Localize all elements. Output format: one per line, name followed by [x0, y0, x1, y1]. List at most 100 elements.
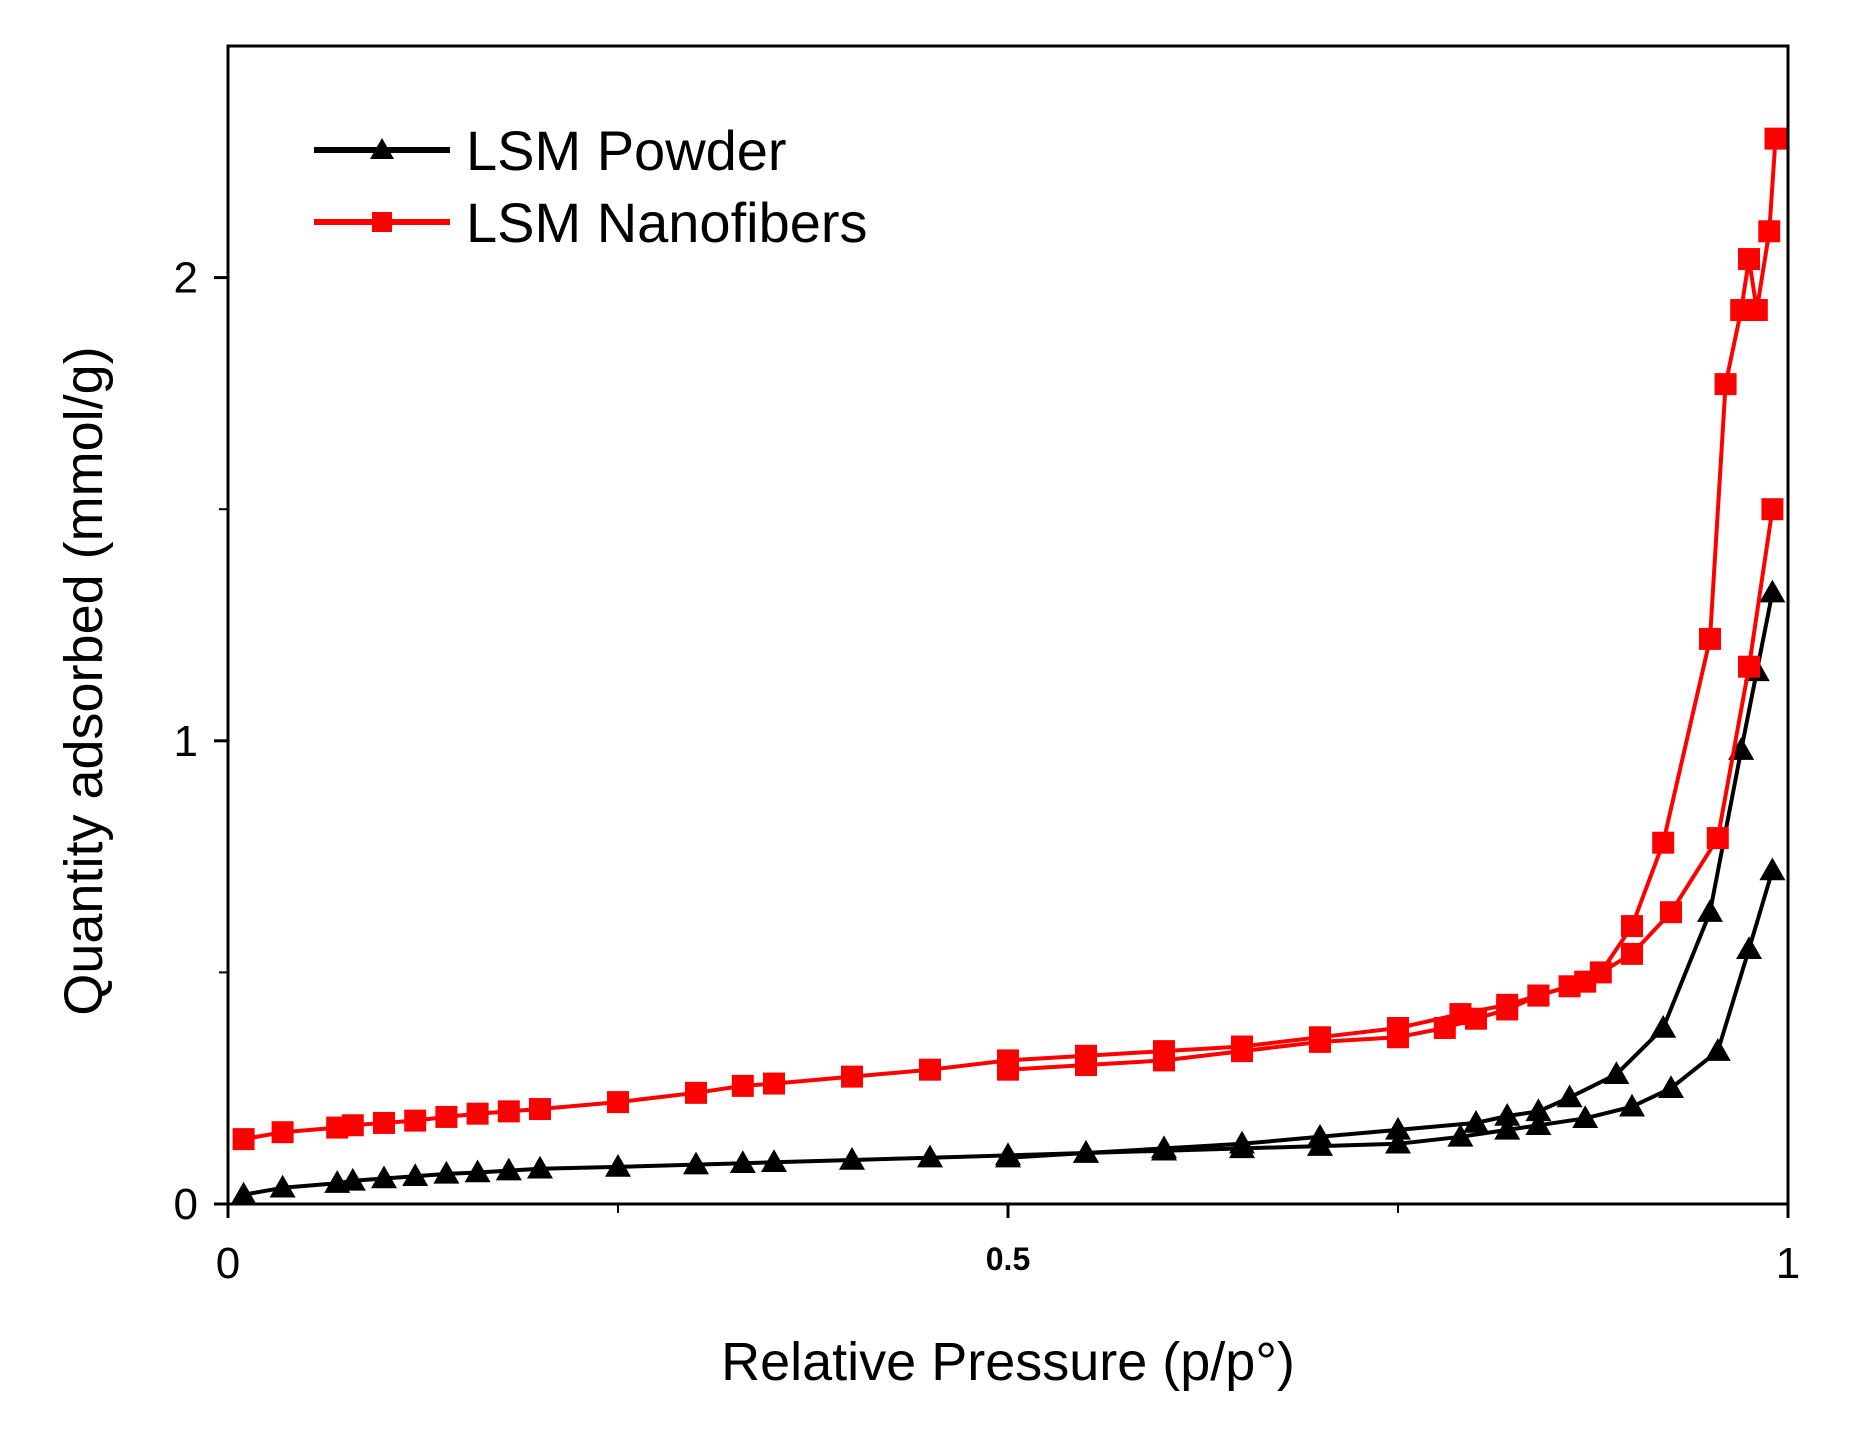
data-point-lsm-powder-adsorption	[1447, 1123, 1474, 1147]
legend-marker-lsm-nanofibers	[372, 212, 392, 232]
data-point-lsm-powder-desorption	[1229, 1130, 1255, 1154]
data-point-lsm-powder-adsorption	[729, 1150, 756, 1173]
data-point-lsm-powder-desorption	[1494, 1102, 1521, 1126]
data-point-lsm-nanofibers-adsorption	[271, 1121, 294, 1144]
data-point-lsm-nanofibers-desorption	[1714, 373, 1737, 396]
data-point-lsm-nanofibers-adsorption	[341, 1114, 364, 1137]
data-point-lsm-nanofibers-desorption	[1730, 299, 1753, 322]
y-tick-label: 1	[174, 717, 198, 766]
x-tick-label: 1	[1776, 1239, 1800, 1288]
data-point-lsm-powder-desorption	[1603, 1061, 1630, 1085]
data-point-lsm-nanofibers-adsorption	[404, 1109, 427, 1132]
data-point-lsm-powder-adsorption	[1759, 857, 1786, 881]
data-point-lsm-powder-adsorption	[1736, 936, 1762, 959]
data-point-lsm-powder-adsorption	[1525, 1112, 1552, 1136]
data-point-lsm-nanofibers-adsorption	[763, 1072, 785, 1095]
legend-item-lsm-powder: LSM Powder	[314, 119, 787, 182]
data-point-lsm-nanofibers-adsorption	[919, 1058, 941, 1081]
x-axis-ticks: 0 0.5 1	[216, 1204, 1800, 1288]
data-point-lsm-nanofibers-adsorption	[731, 1074, 754, 1097]
data-point-lsm-powder-desorption	[1525, 1098, 1552, 1122]
series-layer	[230, 127, 1787, 1205]
data-point-lsm-nanofibers-adsorption	[685, 1081, 707, 1104]
data-point-lsm-nanofibers-adsorption	[1621, 942, 1643, 965]
data-point-lsm-nanofibers-desorption	[1153, 1049, 1175, 1072]
data-point-lsm-powder-desorption	[1556, 1084, 1583, 1108]
data-point-lsm-nanofibers-desorption	[1433, 1016, 1456, 1039]
data-point-lsm-powder-adsorption	[339, 1167, 366, 1191]
data-point-lsm-powder-adsorption	[433, 1160, 460, 1184]
data-point-lsm-nanofibers-adsorption	[1660, 901, 1682, 924]
data-point-lsm-nanofibers-desorption	[1764, 127, 1787, 150]
data-point-lsm-powder-adsorption	[495, 1157, 522, 1181]
data-point-lsm-nanofibers-adsorption	[841, 1065, 863, 1088]
legend: LSM Powder LSM Nanofibers	[314, 119, 868, 254]
data-point-lsm-nanofibers-desorption	[1652, 831, 1675, 854]
data-point-lsm-powder-desorption	[1463, 1109, 1489, 1133]
y-axis-title: Quantity adsorbed (mmol/g)	[54, 346, 114, 1015]
data-point-lsm-powder-adsorption	[402, 1163, 429, 1186]
data-point-lsm-nanofibers-adsorption	[1761, 498, 1784, 521]
data-point-lsm-powder-adsorption	[269, 1174, 296, 1198]
data-point-lsm-powder-adsorption	[527, 1155, 553, 1179]
series-lsm-nanofibers	[232, 127, 1787, 1151]
data-point-lsm-powder-adsorption	[1704, 1038, 1731, 1061]
data-point-lsm-powder-adsorption	[605, 1153, 631, 1177]
data-point-lsm-nanofibers-desorption	[1621, 915, 1643, 938]
data-point-lsm-nanofibers-adsorption	[373, 1111, 395, 1134]
data-point-lsm-powder-adsorption	[683, 1151, 709, 1175]
data-point-lsm-powder-desorption	[1759, 579, 1786, 603]
data-point-lsm-nanofibers-desorption	[1231, 1040, 1253, 1063]
data-point-lsm-powder-adsorption	[1494, 1116, 1521, 1140]
data-point-lsm-powder-desorption	[1073, 1140, 1099, 1163]
data-point-lsm-nanofibers-desorption	[1075, 1054, 1097, 1077]
data-point-lsm-powder-desorption	[1307, 1123, 1333, 1147]
legend-label-lsm-powder: LSM Powder	[466, 119, 787, 182]
data-point-lsm-nanofibers-adsorption	[497, 1100, 520, 1123]
data-point-lsm-nanofibers-desorption	[997, 1058, 1019, 1081]
data-point-lsm-nanofibers-adsorption	[1706, 827, 1729, 850]
data-point-lsm-nanofibers-desorption	[1465, 1007, 1487, 1030]
legend-item-lsm-nanofibers: LSM Nanofibers	[314, 191, 868, 254]
data-point-lsm-nanofibers-adsorption	[232, 1128, 255, 1151]
data-point-lsm-nanofibers-desorption	[1589, 961, 1612, 984]
data-point-lsm-powder-desorption	[1650, 1014, 1677, 1038]
data-point-lsm-powder-adsorption	[464, 1159, 491, 1183]
data-point-lsm-nanofibers-adsorption	[529, 1098, 551, 1121]
data-point-lsm-powder-desorption	[1385, 1116, 1411, 1140]
data-point-lsm-nanofibers-desorption	[1758, 220, 1781, 243]
data-point-lsm-powder-adsorption	[1619, 1093, 1645, 1117]
x-axis-title: Relative Pressure (p/p°)	[721, 1332, 1295, 1392]
legend-label-lsm-nanofibers: LSM Nanofibers	[466, 191, 868, 254]
data-point-lsm-nanofibers-desorption	[1558, 975, 1581, 998]
y-axis-ticks: 0 1 2	[174, 254, 228, 1229]
x-tick-label: 0.5	[986, 1241, 1030, 1277]
data-point-lsm-powder-adsorption	[917, 1144, 943, 1168]
data-point-lsm-powder-desorption	[995, 1144, 1021, 1168]
data-point-lsm-nanofibers-adsorption	[466, 1102, 489, 1125]
data-point-lsm-powder-adsorption	[1572, 1105, 1599, 1129]
data-point-lsm-nanofibers-adsorption	[607, 1091, 629, 1114]
data-point-lsm-nanofibers-desorption	[1387, 1026, 1409, 1049]
data-point-lsm-powder-adsorption	[371, 1165, 397, 1189]
data-point-lsm-powder-adsorption	[761, 1149, 787, 1173]
data-point-lsm-powder-adsorption	[230, 1181, 257, 1205]
series-lsm-powder	[230, 579, 1786, 1205]
data-point-lsm-nanofibers-desorption	[1738, 248, 1760, 271]
data-point-lsm-nanofibers-desorption	[1496, 998, 1519, 1021]
data-point-lsm-nanofibers-adsorption	[1738, 655, 1760, 678]
data-point-lsm-powder-adsorption	[839, 1146, 865, 1170]
data-point-lsm-powder-adsorption	[1658, 1075, 1684, 1098]
data-point-lsm-powder-desorption	[1697, 899, 1723, 922]
data-point-lsm-nanofibers-desorption	[1309, 1030, 1331, 1053]
data-point-lsm-nanofibers-adsorption	[435, 1105, 458, 1128]
data-point-lsm-powder-desorption	[1151, 1135, 1177, 1159]
data-point-lsm-nanofibers-desorption	[1699, 627, 1721, 650]
data-point-lsm-nanofibers-desorption	[1527, 984, 1550, 1007]
y-tick-label: 0	[174, 1180, 198, 1229]
y-tick-label: 2	[174, 254, 198, 303]
x-tick-label: 0	[216, 1239, 240, 1288]
legend-marker-lsm-powder	[370, 138, 394, 159]
